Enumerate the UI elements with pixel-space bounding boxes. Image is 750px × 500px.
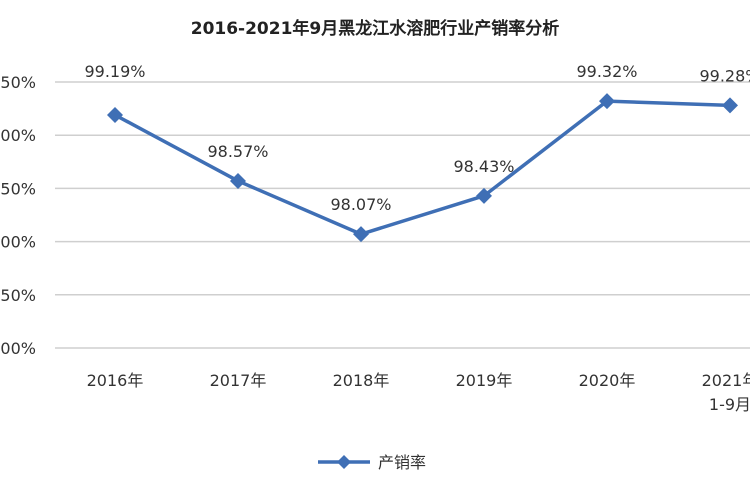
chart-title: 2016-2021年9月黑龙江水溶肥行业产销率分析 (190, 19, 560, 39)
data-label: 98.07% (330, 195, 391, 214)
legend-marker-icon (337, 455, 351, 469)
legend-label: 产销率 (378, 453, 426, 472)
y-tick-label: 99.00% (0, 126, 36, 145)
x-tick-label: 2020年 (579, 371, 636, 390)
data-label: 99.19% (84, 62, 145, 81)
data-point-marker (476, 187, 492, 204)
data-point-marker (230, 172, 246, 189)
y-tick-label: 98.50% (0, 179, 36, 198)
data-point-marker (107, 106, 123, 123)
data-label: 98.57% (207, 142, 268, 161)
x-tick-label: 2019年 (456, 371, 513, 390)
series-line (114, 99, 731, 236)
y-tick-label: 97.50% (0, 286, 36, 305)
y-tick-label: 99.50% (0, 73, 36, 92)
x-tick-label: 2017年 (210, 371, 267, 390)
x-tick-label: 2016年 (87, 371, 144, 390)
data-point-marker (722, 97, 738, 114)
x-tick-label: 2021年 (702, 371, 750, 390)
x-tick-label: 2018年 (333, 371, 390, 390)
data-label: 99.32% (576, 62, 637, 81)
data-label: 98.43% (453, 157, 514, 176)
data-point-marker (599, 93, 615, 110)
x-tick-label: 1-9月 (709, 395, 750, 414)
data-point-marker (353, 226, 369, 243)
y-tick-label: 98.00% (0, 233, 36, 252)
data-label: 99.28% (699, 66, 750, 85)
y-tick-label: 97.00% (0, 339, 36, 358)
